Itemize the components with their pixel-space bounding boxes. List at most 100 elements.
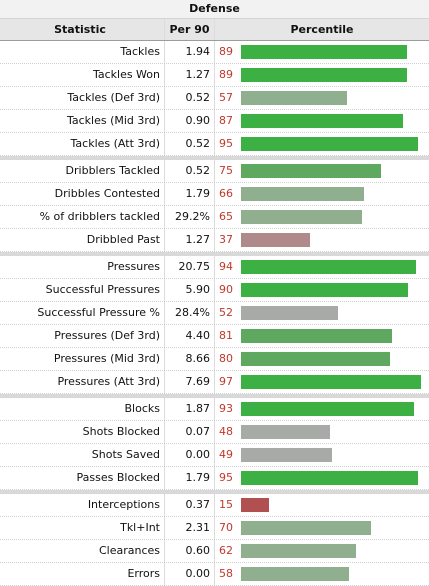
percentile-bar-track: [241, 375, 427, 389]
stat-name: Clearances: [98, 544, 160, 557]
percentile-cell: 75: [214, 160, 429, 182]
percentile-value: 97: [219, 375, 233, 388]
stat-name: Interceptions: [87, 498, 160, 511]
stat-group: Dribblers Tackled 0.52 75 Dribbles Conteste…: [0, 156, 429, 252]
table-row: Tackles (Mid 3rd) 0.90 87: [0, 110, 429, 133]
percentile-bar-track: [241, 498, 427, 512]
stat-group: Tackles 1.94 89 Tackles Won 1.27 89 Tackles (D…: [0, 41, 429, 156]
percentile-value: 66: [219, 187, 233, 200]
stat-name: Tkl+Int: [120, 521, 160, 534]
per90-value: 1.87: [164, 398, 214, 420]
percentile-cell: 66: [214, 183, 429, 205]
percentile-value: 75: [219, 164, 233, 177]
stat-group: Interceptions 0.37 15 Tkl+Int 2.31 70 Clearanc…: [0, 490, 429, 586]
table-row: Tackles (Att 3rd) 0.52 95: [0, 133, 429, 156]
per90-value: 28.4%: [164, 302, 214, 324]
percentile-cell: 97: [214, 371, 429, 393]
stat-name: Successful Pressure %: [37, 306, 160, 319]
percentile-bar: [241, 306, 338, 320]
stat-name: Pressures (Att 3rd): [57, 375, 160, 388]
table-row: Tkl+Int 2.31 70: [0, 517, 429, 540]
percentile-cell: 87: [214, 110, 429, 132]
stat-name: Shots Saved: [91, 448, 160, 461]
per90-value: 0.00: [164, 563, 214, 585]
table-row: Clearances 0.60 62: [0, 540, 429, 563]
percentile-bar-track: [241, 567, 427, 581]
per90-value: 0.52: [164, 160, 214, 182]
stat-group: Blocks 1.87 93 Shots Blocked 0.07 48 Shots Sav…: [0, 394, 429, 490]
percentile-bar-track: [241, 521, 427, 535]
percentile-value: 65: [219, 210, 233, 223]
table-body: Tackles 1.94 89 Tackles Won 1.27 89 Tackles (D…: [0, 41, 429, 586]
percentile-bar: [241, 164, 381, 178]
per90-value: 20.75: [164, 256, 214, 278]
per90-value: 0.60: [164, 540, 214, 562]
stat-name: Pressures (Def 3rd): [54, 329, 160, 342]
stat-name: Dribbles Contested: [54, 187, 160, 200]
table-row: Shots Saved 0.00 49: [0, 444, 429, 467]
percentile-cell: 57: [214, 87, 429, 109]
percentile-bar-track: [241, 283, 427, 297]
percentile-bar-track: [241, 233, 427, 247]
percentile-bar-track: [241, 68, 427, 82]
table-row: Pressures 20.75 94: [0, 256, 429, 279]
stat-name: % of dribblers tackled: [39, 210, 160, 223]
percentile-cell: 90: [214, 279, 429, 301]
percentile-cell: 93: [214, 398, 429, 420]
per90-value: 0.37: [164, 494, 214, 516]
percentile-bar: [241, 521, 372, 535]
stat-name: Passes Blocked: [76, 471, 160, 484]
table-row: Interceptions 0.37 15: [0, 494, 429, 517]
per90-value: 1.94: [164, 41, 214, 63]
table-row: Tackles 1.94 89: [0, 41, 429, 64]
percentile-value: 62: [219, 544, 233, 557]
table-row: Dribblers Tackled 0.52 75: [0, 160, 429, 183]
percentile-cell: 81: [214, 325, 429, 347]
percentile-bar: [241, 471, 418, 485]
table-row: Tackles (Def 3rd) 0.52 57: [0, 87, 429, 110]
per90-value: 0.00: [164, 444, 214, 466]
percentile-bar-track: [241, 91, 427, 105]
percentile-cell: 65: [214, 206, 429, 228]
percentile-bar-track: [241, 137, 427, 151]
per90-value: 0.90: [164, 110, 214, 132]
table-header-row: Statistic Per 90 Percentile: [0, 19, 429, 41]
stat-name: Blocks: [124, 402, 160, 415]
percentile-bar-track: [241, 45, 427, 59]
per90-value: 0.52: [164, 87, 214, 109]
percentile-bar: [241, 114, 403, 128]
header-statistic[interactable]: Statistic: [54, 23, 106, 36]
per90-value: 0.52: [164, 133, 214, 155]
percentile-cell: 15: [214, 494, 429, 516]
percentile-value: 94: [219, 260, 233, 273]
header-per90[interactable]: Per 90: [164, 19, 214, 40]
percentile-value: 93: [219, 402, 233, 415]
percentile-bar-track: [241, 210, 427, 224]
stat-name: Dribbled Past: [86, 233, 160, 246]
percentile-cell: 95: [214, 467, 429, 489]
stat-name: Tackles (Att 3rd): [70, 137, 160, 150]
per90-value: 0.07: [164, 421, 214, 443]
stat-name: Pressures (Mid 3rd): [53, 352, 160, 365]
percentile-bar-track: [241, 114, 427, 128]
percentile-bar: [241, 375, 422, 389]
stat-name: Tackles Won: [92, 68, 160, 81]
percentile-value: 95: [219, 471, 233, 484]
table-row: Pressures (Mid 3rd) 8.66 80: [0, 348, 429, 371]
percentile-bar-track: [241, 187, 427, 201]
percentile-value: 89: [219, 45, 233, 58]
percentile-bar-track: [241, 260, 427, 274]
header-percentile[interactable]: Percentile: [214, 19, 429, 40]
percentile-bar: [241, 402, 414, 416]
percentile-value: 89: [219, 68, 233, 81]
percentile-value: 48: [219, 425, 233, 438]
per90-value: 1.27: [164, 229, 214, 251]
percentile-value: 15: [219, 498, 233, 511]
percentile-cell: 49: [214, 444, 429, 466]
percentile-bar: [241, 260, 416, 274]
percentile-cell: 62: [214, 540, 429, 562]
percentile-value: 87: [219, 114, 233, 127]
table-row: Errors 0.00 58: [0, 563, 429, 586]
percentile-value: 80: [219, 352, 233, 365]
percentile-bar-track: [241, 544, 427, 558]
